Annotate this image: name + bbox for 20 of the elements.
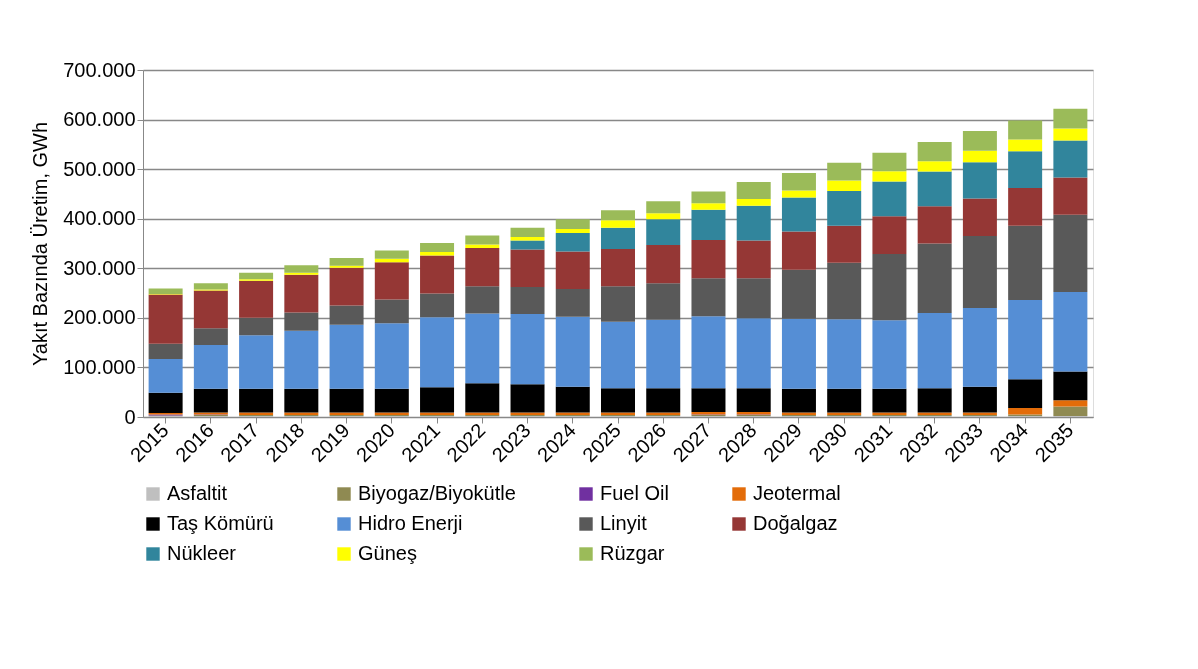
legend-label: Hidro Enerji [358, 512, 463, 534]
y-tick-label: 200.000 [63, 306, 136, 329]
y-tick-label: 500.000 [63, 157, 136, 180]
y-tick-label: 100.000 [63, 355, 136, 378]
legend-label: Nükleer [167, 542, 237, 564]
legend-label: Linyit [600, 512, 648, 534]
y-tick-label: 700.000 [63, 58, 136, 81]
legend-label: Güneş [358, 542, 417, 564]
legend-label: Doğalgaz [753, 512, 838, 534]
y-tick-label: 600.000 [63, 108, 136, 131]
legend-label: Fuel Oil [600, 482, 669, 504]
y-axis-title: Yakıt Bazında Üretim, GWh [29, 121, 52, 367]
y-tick-label: 0 [124, 405, 136, 428]
legend-label: Asfaltit [167, 482, 228, 504]
y-tick-label: 400.000 [63, 207, 136, 230]
y-tick-label: 300.000 [63, 256, 136, 279]
legend-label: Jeotermal [753, 482, 841, 504]
legend-label: Biyogaz/Biyokütle [358, 482, 516, 504]
legend-label: Rüzgar [600, 542, 665, 564]
legend-label: Taş Kömürü [167, 512, 274, 534]
